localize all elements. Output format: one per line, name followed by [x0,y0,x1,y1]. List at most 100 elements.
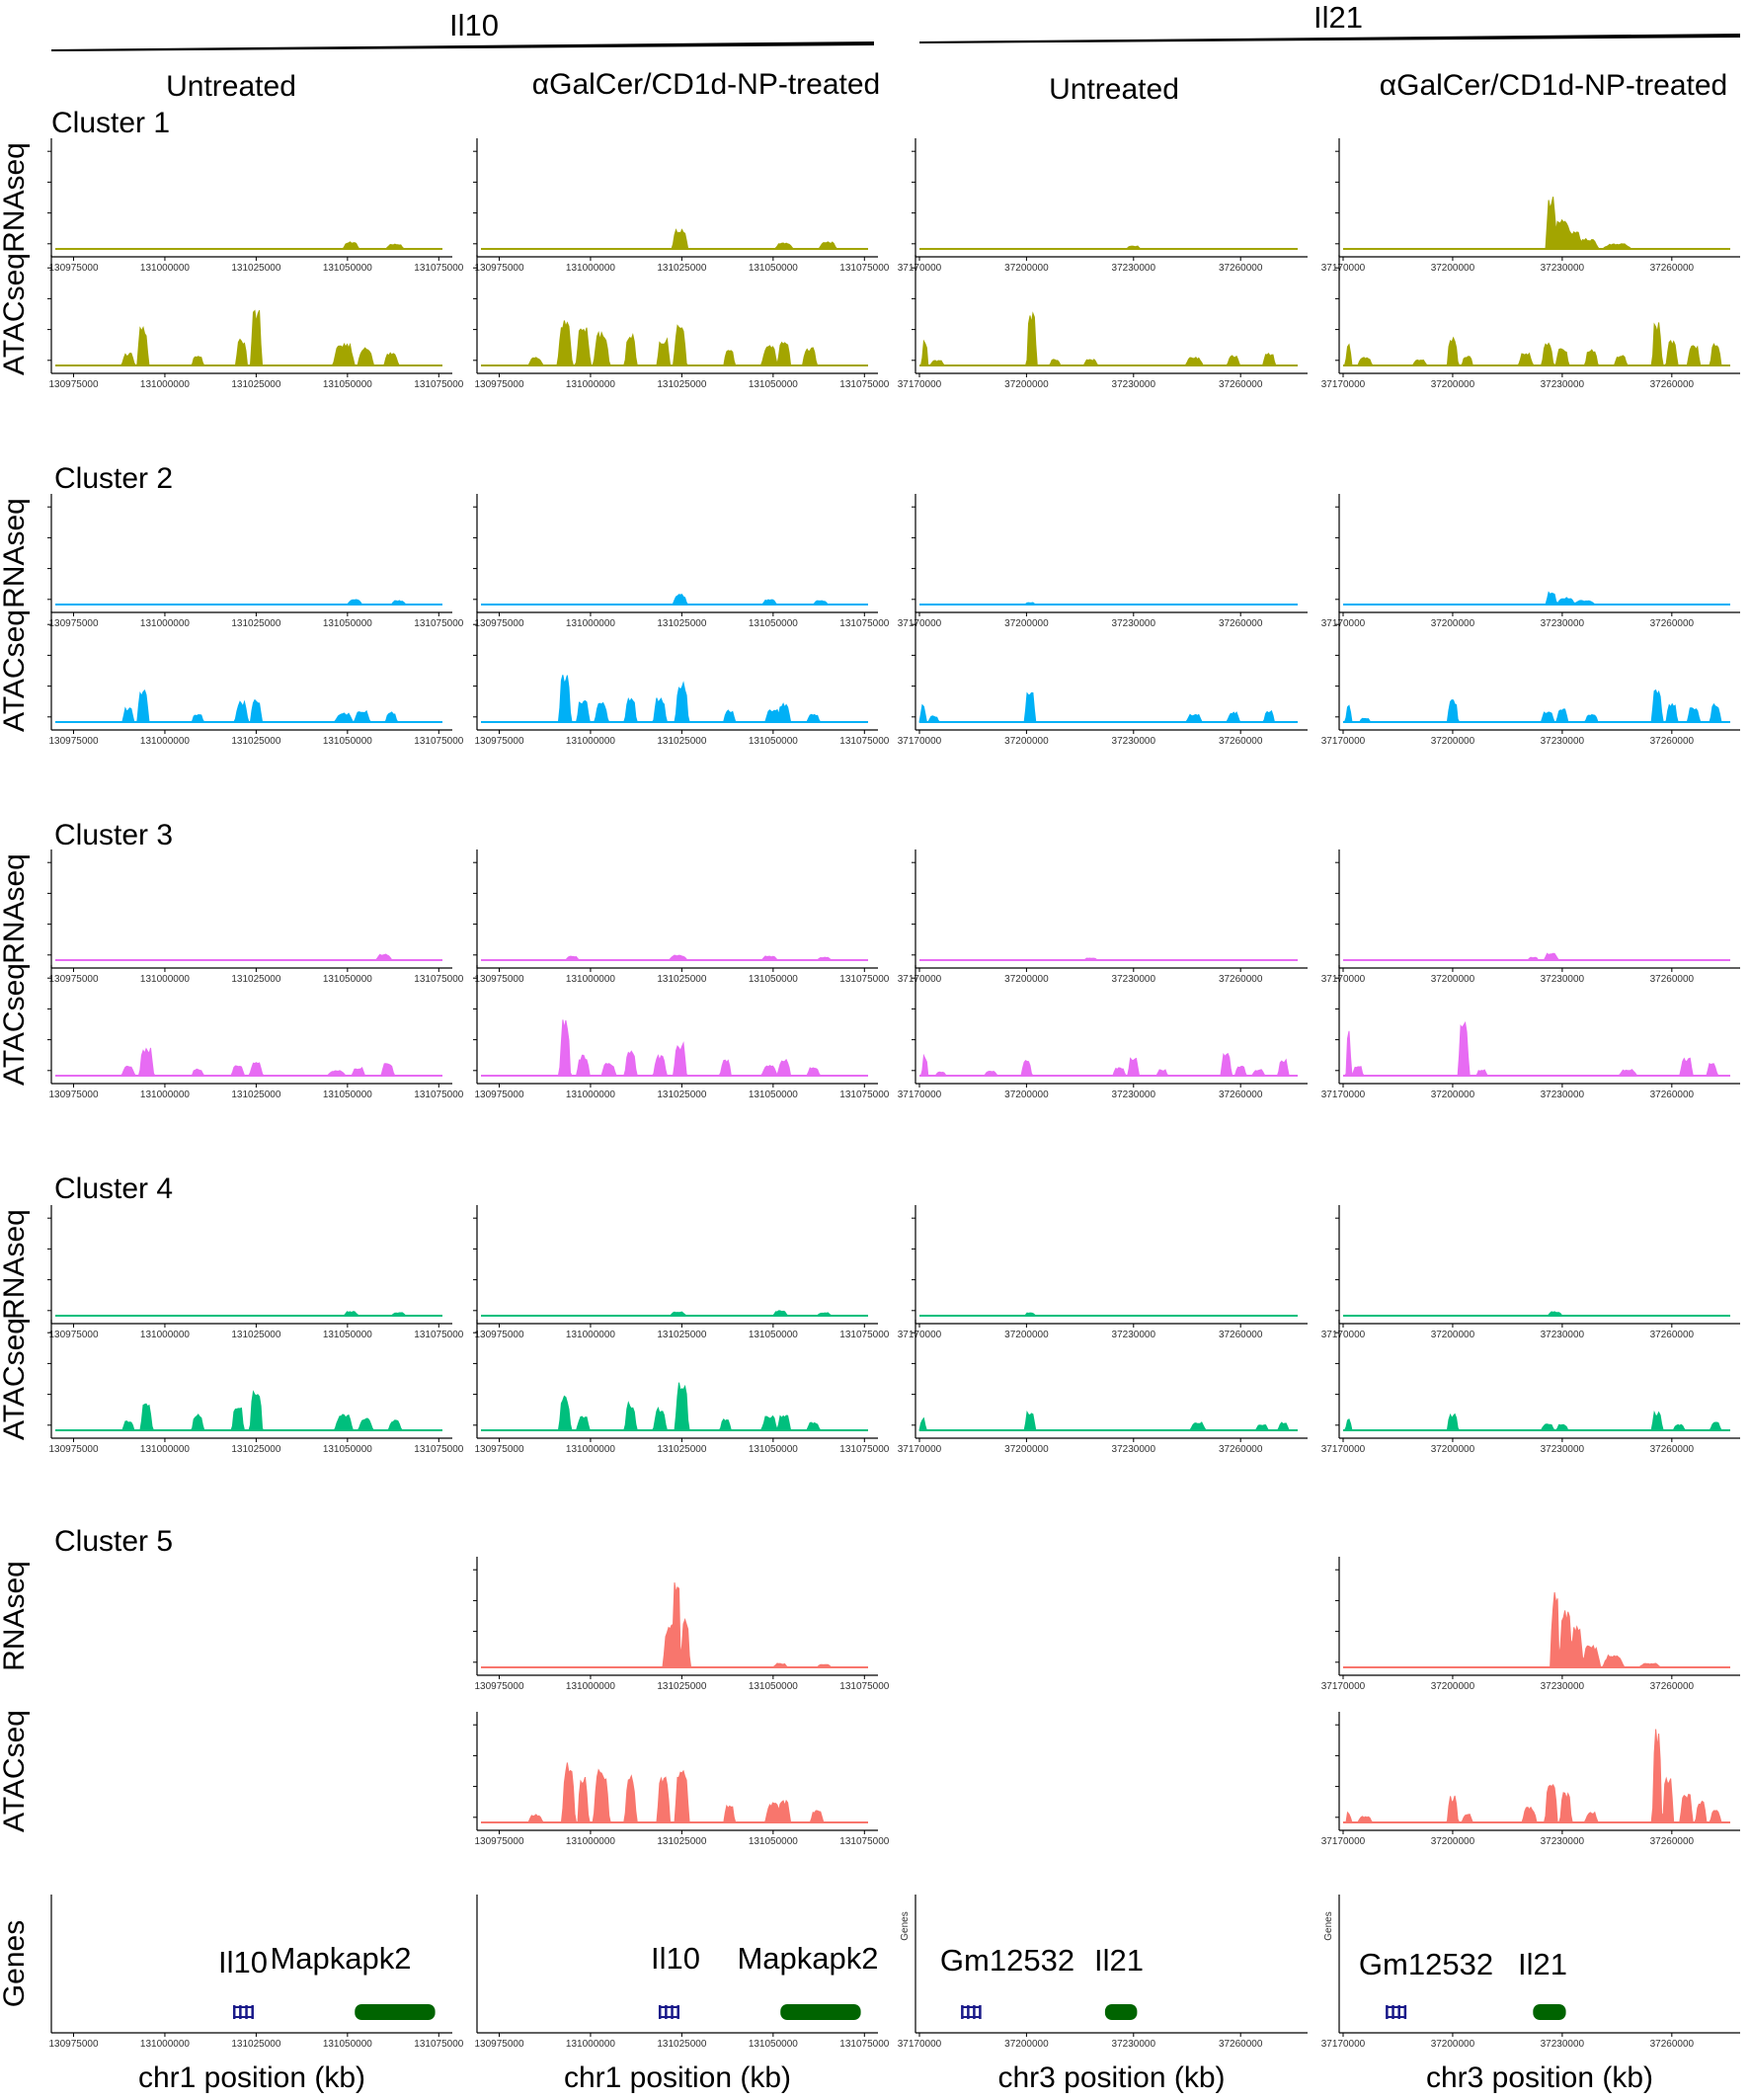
gene-label: Mapkapk2 [270,1941,411,1976]
track-panel: 37170000 37200000 37230000 37260000 [1321,611,1740,747]
track-panel: 130975000 131000000 131025000 131050000 1310… [473,1320,890,1455]
x-tick-label: 131050000 [323,618,372,629]
header-il10-rule [51,41,874,51]
x-tick-label: 131075000 [414,1444,463,1455]
x-tick-label: 130975000 [48,1330,98,1340]
x-tick-label: 131075000 [839,2039,889,2050]
gene-panel: 130975000 131000000 131025000 131050000 1310… [0,1895,464,2094]
x-tick-label: 131050000 [323,263,372,274]
gene-label: Mapkapk2 [737,1941,878,1976]
gene-panels: 130975000 131000000 131025000 131050000 1310… [0,1895,1740,2094]
track-panel: 130975000 131000000 131025000 131050000 1310… [473,1557,890,1692]
x-tick-label: 37260000 [1650,1330,1695,1340]
track-panel: 37170000 37200000 37230000 37260000 [1321,1205,1740,1340]
x-tick-label: 131025000 [657,2039,706,2050]
x-tick-label: 131025000 [231,379,280,390]
x-tick-label: 37260000 [1650,974,1695,985]
x-tick-label: 130975000 [474,1681,523,1692]
gene-label: Gm12532 [1359,1947,1493,1981]
x-tick-label: 131000000 [140,379,190,390]
x-tick-label: 131050000 [323,1330,372,1340]
track-panel: 37170000 37200000 37230000 37260000 [898,255,1308,390]
x-tick-label: 130975000 [474,379,523,390]
header-il10: Il10 [449,8,499,42]
x-tick-label: 37260000 [1219,1330,1263,1340]
x-tick-label: 131075000 [414,736,463,747]
x-tick-label: 37200000 [1431,1681,1475,1692]
track-panel: 130975000 131000000 131025000 131050000 1310… [47,138,464,274]
row-label-rna: RNAseq [0,1209,31,1320]
x-tick-label: 37230000 [1541,379,1585,390]
x-tick-label: 37170000 [898,618,942,629]
x-tick-label: 37200000 [1431,618,1475,629]
x-tick-label: 37200000 [1431,1090,1475,1100]
x-tick-label: 37200000 [1004,1330,1049,1340]
x-tick-label: 131025000 [657,974,706,985]
x-axis-label: chr3 position (kb) [1426,2061,1653,2094]
x-tick-label: 37230000 [1541,1836,1585,1847]
gene-body [1104,2004,1138,2020]
track-panel: 37170000 37200000 37230000 37260000 [1321,138,1740,274]
x-tick-label: 131050000 [323,1444,372,1455]
x-tick-label: 37200000 [1431,974,1475,985]
signal-area [481,675,868,723]
x-tick-label: 37170000 [1321,2039,1366,2050]
x-tick-label: 131000000 [566,736,615,747]
x-tick-label: 130975000 [48,1444,98,1455]
signal-area [1343,1410,1730,1431]
gene-panel: 130975000 131000000 131025000 131050000 1310… [474,1895,890,2094]
x-tick-label: 37170000 [1321,1836,1366,1847]
track-panel: 130975000 131000000 131025000 131050000 1310… [47,965,464,1100]
header-treated-il21: αGalCer/CD1d-NP-treated [1380,69,1727,102]
track-panel: 130975000 131000000 131025000 131050000 1310… [47,611,464,747]
x-tick-label: 37260000 [1219,974,1263,985]
x-tick-label: 131000000 [140,974,190,985]
signal-area [481,1382,868,1431]
signal-area [918,691,1298,723]
signal-area [481,1582,868,1668]
x-tick-label: 131000000 [140,1330,190,1340]
x-tick-label: 131025000 [231,1444,280,1455]
x-tick-label: 131025000 [657,736,706,747]
x-tick-label: 131075000 [414,974,463,985]
gene-body [961,2006,982,2018]
x-tick-label: 37230000 [1112,1090,1156,1100]
x-tick-label: 37170000 [1321,736,1366,747]
x-tick-label: 131025000 [231,1090,280,1100]
x-tick-label: 131050000 [749,974,798,985]
x-tick-label: 130975000 [48,974,98,985]
gene-body [659,2006,679,2018]
row-label-genes: Genes [0,1920,31,2007]
x-tick-label: 131000000 [140,1090,190,1100]
signal-area [1343,197,1730,250]
signal-area [55,688,442,723]
cluster-label: Cluster 4 [54,1172,173,1205]
x-tick-label: 37170000 [1321,1444,1366,1455]
x-tick-label: 130975000 [48,736,98,747]
x-tick-label: 131050000 [323,736,372,747]
gene-panel: 37170000 37200000 37230000 37260000 Gm12532 I… [898,1895,1308,2094]
x-tick-label: 37170000 [1321,379,1366,390]
x-tick-label: 37200000 [1431,1444,1475,1455]
x-tick-label: 131000000 [566,974,615,985]
x-tick-label: 131075000 [839,618,889,629]
x-tick-label: 131075000 [414,1330,463,1340]
x-tick-label: 37170000 [898,1444,942,1455]
x-tick-label: 37200000 [1004,1090,1049,1100]
x-tick-label: 37230000 [1112,1330,1156,1340]
x-tick-label: 130975000 [48,263,98,274]
x-tick-label: 37170000 [898,974,942,985]
gene-panel: 37170000 37200000 37230000 37260000 Gm12532 I… [1321,1895,1740,2094]
signal-area [481,1762,868,1823]
row-label-atac: ATACseq [0,609,31,732]
x-tick-label: 131000000 [566,1090,615,1100]
x-tick-label: 131075000 [839,1330,889,1340]
cluster-label: Cluster 5 [54,1525,173,1558]
signal-area [1343,688,1730,723]
signal-area [919,1052,1298,1077]
track-panel: 130975000 131000000 131025000 131050000 1310… [473,611,890,747]
x-tick-label: 37230000 [1541,1330,1585,1340]
x-tick-label: 37200000 [1004,379,1049,390]
x-tick-label: 131025000 [231,2039,280,2050]
